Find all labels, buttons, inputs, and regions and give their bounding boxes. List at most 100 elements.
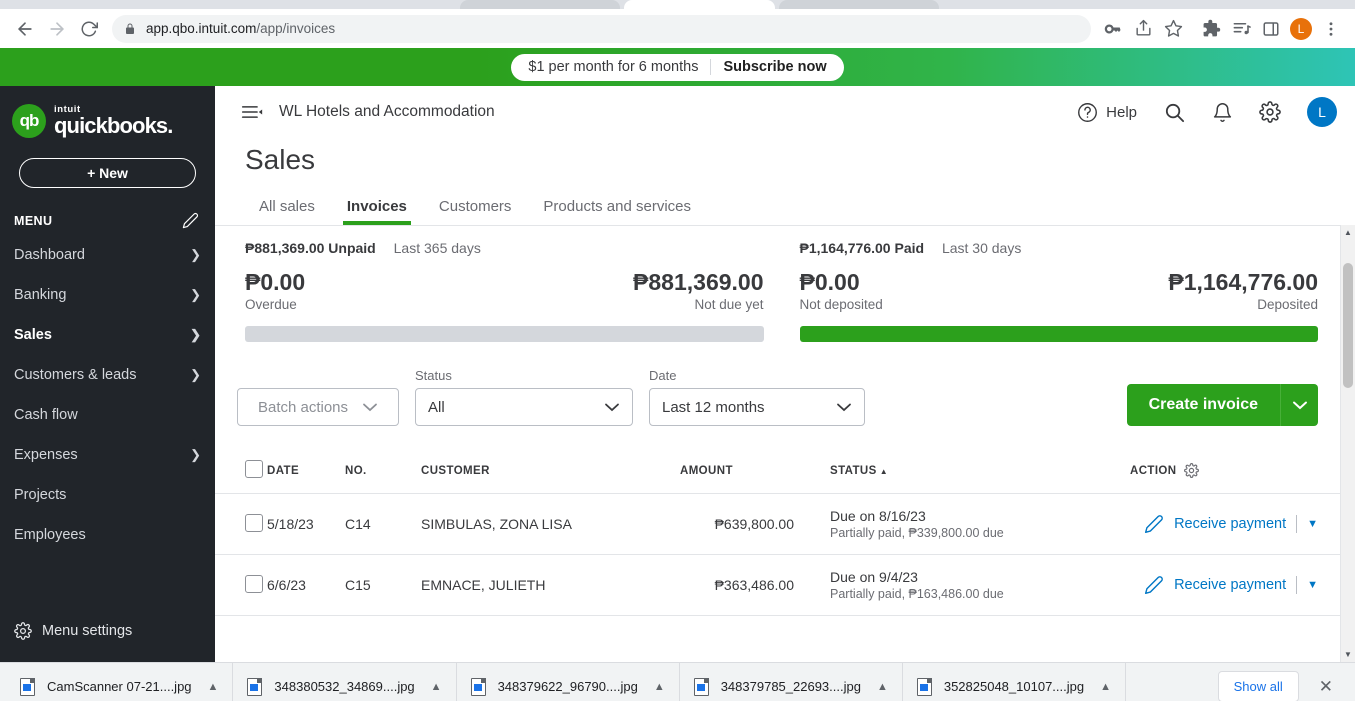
close-icon[interactable]: ✕ <box>1318 676 1333 696</box>
column-header-amount[interactable]: AMOUNT <box>680 450 830 495</box>
cell-customer: SIMBULAS, ZONA LISA <box>421 493 680 556</box>
back-arrow-icon[interactable] <box>10 14 40 44</box>
quickbooks-logo[interactable]: qb intuit quickbooks. <box>0 86 215 138</box>
scrollbar-thumb[interactable] <box>1343 263 1353 388</box>
sidebar-item-dashboard[interactable]: Dashboard ❯ <box>0 235 215 275</box>
tab-all-sales[interactable]: All sales <box>259 198 315 215</box>
address-bar[interactable]: app.qbo.intuit.com/app/invoices <box>112 14 1091 43</box>
promo-banner: $1 per month for 6 months Subscribe now <box>0 48 1355 86</box>
help-button[interactable]: Help <box>1077 102 1137 123</box>
download-item[interactable]: 348379622_96790....jpg ▲ <box>457 662 680 701</box>
tab-invoices[interactable]: Invoices <box>331 198 423 225</box>
column-header-date[interactable]: DATE <box>267 450 345 495</box>
not-due-yet-block[interactable]: ₱881,369.00 Not due yet <box>633 269 763 312</box>
sidebar-item-employees[interactable]: Employees <box>0 515 215 555</box>
three-dot-menu-icon[interactable] <box>1317 15 1345 43</box>
download-menu-caret-icon[interactable]: ▲ <box>430 680 442 693</box>
date-filter-group: Date Last 12 months <box>649 368 865 427</box>
download-file-name: 352825048_10107....jpg <box>943 679 1085 694</box>
cell-amount: ₱363,486.00 <box>680 554 830 617</box>
column-header-status[interactable]: STATUS ▲ <box>830 450 1130 495</box>
chrome-profile-avatar[interactable]: L <box>1287 15 1315 43</box>
download-menu-caret-icon[interactable]: ▲ <box>207 680 219 693</box>
row-checkbox[interactable] <box>245 574 263 593</box>
download-file-name: 348379622_96790....jpg <box>497 679 638 694</box>
subscribe-now-button[interactable]: Subscribe now <box>723 59 827 75</box>
status-main: Due on 8/16/23 <box>830 508 926 525</box>
receive-payment-link[interactable]: Receive payment <box>1174 516 1287 533</box>
table-row[interactable]: 5/18/23 C14 SIMBULAS, ZONA LISA ₱639,800… <box>215 493 1340 556</box>
browser-tab-inactive-left[interactable] <box>460 0 620 9</box>
share-icon[interactable] <box>1129 15 1157 43</box>
receive-payment-link[interactable]: Receive payment <box>1174 577 1287 594</box>
status-main: Due on 9/4/23 <box>830 569 918 586</box>
create-invoice-dropdown-caret[interactable] <box>1280 384 1318 427</box>
pencil-icon[interactable] <box>182 212 199 229</box>
not-deposited-block[interactable]: ₱0.00 Not deposited <box>800 269 883 312</box>
sidebar-item-projects[interactable]: Projects <box>0 475 215 515</box>
menu-settings-label: Menu settings <box>42 623 133 639</box>
row-action-dropdown-caret[interactable]: ▼ <box>1307 518 1318 531</box>
reload-icon[interactable] <box>74 14 104 44</box>
unpaid-label: Unpaid <box>328 240 376 256</box>
download-item[interactable]: 352825048_10107....jpg ▲ <box>903 662 1126 701</box>
tab-customers[interactable]: Customers <box>438 198 512 215</box>
chevron-right-icon: ❯ <box>190 247 201 262</box>
menu-settings-button[interactable]: Menu settings <box>0 622 215 640</box>
batch-actions-dropdown[interactable]: Batch actions <box>237 388 399 427</box>
jpg-file-icon <box>470 677 486 696</box>
date-filter-dropdown[interactable]: Last 12 months <box>649 388 865 427</box>
create-invoice-button[interactable]: Create invoice <box>1126 384 1280 427</box>
star-icon[interactable] <box>1159 15 1187 43</box>
download-menu-caret-icon[interactable]: ▲ <box>876 680 888 693</box>
table-row[interactable]: 6/6/23 C15 EMNACE, JULIETH ₱363,486.00 D… <box>215 554 1340 617</box>
deposited-block[interactable]: ₱1,164,776.00 Deposited <box>1168 269 1318 312</box>
extensions-puzzle-icon[interactable] <box>1197 15 1225 43</box>
user-avatar[interactable]: L <box>1307 97 1337 127</box>
new-button[interactable]: + New <box>19 158 196 188</box>
row-checkbox[interactable] <box>245 513 263 532</box>
download-menu-caret-icon[interactable]: ▲ <box>1100 680 1111 693</box>
promo-pill[interactable]: $1 per month for 6 months Subscribe now <box>511 53 844 81</box>
paid-progress-bar <box>799 326 1318 343</box>
scroll-up-arrow-icon[interactable]: ▲ <box>1344 228 1352 237</box>
download-menu-caret-icon[interactable]: ▲ <box>653 680 665 693</box>
column-header-customer[interactable]: CUSTOMER <box>421 450 680 495</box>
show-all-downloads-button[interactable]: Show all <box>1217 671 1299 701</box>
overdue-label: Overdue <box>245 297 297 313</box>
select-all-checkbox[interactable] <box>245 460 263 479</box>
gear-icon[interactable] <box>1184 463 1200 479</box>
sidebar-item-sales[interactable]: Sales ❯ <box>0 315 215 355</box>
browser-tab-active[interactable] <box>624 0 775 9</box>
download-item[interactable]: CamScanner 07-21....jpg ▲ <box>6 662 234 701</box>
pencil-icon[interactable] <box>1144 575 1164 595</box>
download-item[interactable]: 348380532_34869....jpg ▲ <box>233 662 457 701</box>
sidebar-item-banking[interactable]: Banking ❯ <box>0 275 215 315</box>
gear-icon[interactable] <box>1259 101 1281 123</box>
vertical-scrollbar[interactable]: ▲ ▼ <box>1340 225 1355 662</box>
scroll-down-arrow-icon[interactable]: ▼ <box>1344 650 1352 659</box>
overdue-block[interactable]: ₱0.00 Overdue <box>245 269 305 313</box>
key-icon[interactable] <box>1099 15 1127 43</box>
download-item[interactable]: 348379785_22693....jpg ▲ <box>680 662 903 701</box>
column-header-no[interactable]: NO. <box>345 450 421 495</box>
cell-no: C14 <box>345 493 421 556</box>
status-filter-dropdown[interactable]: All <box>415 388 633 427</box>
sidebar-item-cash-flow[interactable]: Cash flow <box>0 395 215 435</box>
tab-products-and-services[interactable]: Products and services <box>543 198 691 215</box>
content-body: ₱881,369.00 Unpaid Last 365 days ₱0.00 O… <box>215 225 1340 662</box>
side-panel-icon[interactable] <box>1257 15 1285 43</box>
browser-tab-inactive-right[interactable] <box>779 0 939 9</box>
sidebar-item-expenses[interactable]: Expenses ❯ <box>0 435 215 475</box>
bell-icon[interactable] <box>1212 102 1233 123</box>
row-action-dropdown-caret[interactable]: ▼ <box>1307 579 1318 592</box>
action-divider <box>1296 515 1298 534</box>
browser-tab-strip[interactable] <box>0 0 1355 9</box>
pencil-icon[interactable] <box>1144 514 1164 534</box>
cell-status: Due on 8/16/23 Partially paid, ₱339,800.… <box>830 493 1130 556</box>
reading-list-icon[interactable] <box>1227 15 1255 43</box>
forward-arrow-icon[interactable] <box>42 14 72 44</box>
search-icon[interactable] <box>1163 101 1186 124</box>
sidebar-item-customers-and-leads[interactable]: Customers & leads ❯ <box>0 355 215 395</box>
collapse-menu-icon[interactable] <box>241 103 263 121</box>
